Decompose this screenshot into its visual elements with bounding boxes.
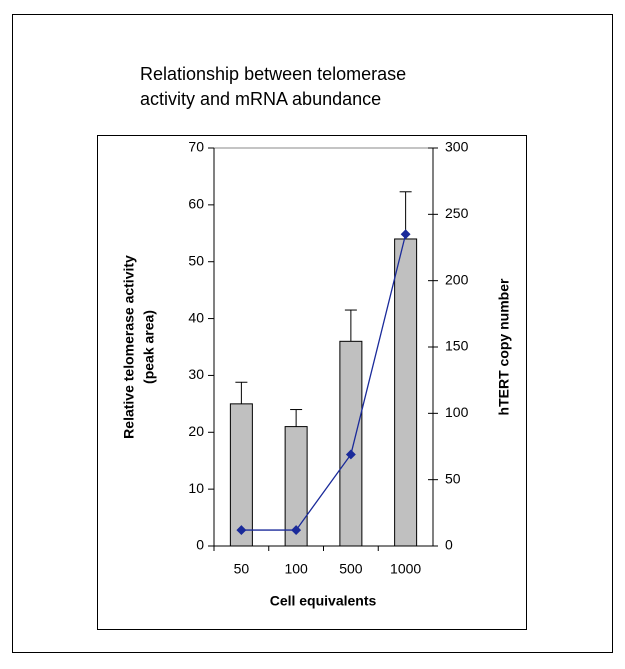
y-tick-label: 60 xyxy=(188,196,204,212)
bar xyxy=(229,403,253,547)
x-tick-label: 100 xyxy=(284,561,308,577)
y2-tick-label: 300 xyxy=(445,139,469,155)
marker xyxy=(400,229,411,240)
x-tick-label: 1000 xyxy=(390,561,421,577)
y-axis-label: Relative telomerase activity xyxy=(121,255,137,439)
y2-tick-label: 200 xyxy=(445,271,469,287)
y2-tick-label: 100 xyxy=(445,404,469,420)
y2-tick-label: 250 xyxy=(445,205,469,221)
y-tick-label: 40 xyxy=(188,309,204,325)
marker xyxy=(236,525,247,536)
x-tick-label: 50 xyxy=(234,561,250,577)
y-tick-label: 50 xyxy=(188,252,204,268)
y-axis-label: (peak area) xyxy=(141,310,157,384)
y-tick-label: 30 xyxy=(188,366,204,382)
marker xyxy=(291,525,302,536)
y2-tick-label: 50 xyxy=(445,470,461,486)
bar xyxy=(339,340,363,547)
x-tick-label: 500 xyxy=(339,561,363,577)
chart-border xyxy=(97,135,527,630)
y2-axis-label: hTERT copy number xyxy=(496,278,512,415)
y2-tick-label: 150 xyxy=(445,338,469,354)
bar xyxy=(394,238,418,547)
x-axis-label: Cell equivalents xyxy=(270,593,377,609)
marker xyxy=(345,449,356,460)
chart-title: activity and mRNA abundance xyxy=(140,89,381,109)
y-tick-label: 70 xyxy=(188,139,204,155)
y2-tick-label: 0 xyxy=(445,537,453,553)
frame xyxy=(12,14,613,653)
line xyxy=(241,234,407,531)
y-tick-label: 20 xyxy=(188,423,204,439)
y-tick-label: 10 xyxy=(188,480,204,496)
y-tick-label: 0 xyxy=(196,537,204,553)
chart-title: Relationship between telomerase xyxy=(140,64,406,84)
